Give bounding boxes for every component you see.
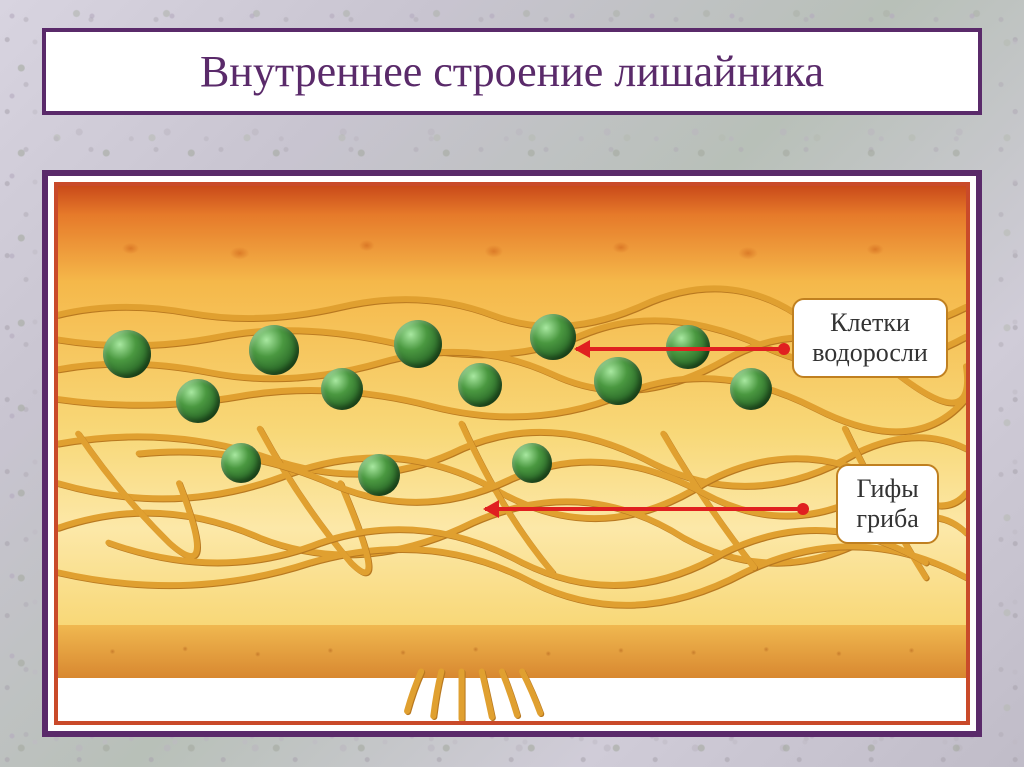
algae-cell <box>512 443 552 483</box>
diagram-frame: Клеткиводоросли Гифыгриба <box>42 170 982 737</box>
label-hyphae-line1: Гифы <box>856 474 918 504</box>
hyphae-svg <box>58 186 966 721</box>
algae-cell <box>394 320 442 368</box>
arrow-hyphae <box>485 507 803 511</box>
label-algae: Клеткиводоросли <box>792 298 948 378</box>
algae-cell <box>221 443 261 483</box>
algae-cell <box>176 379 220 423</box>
diagram-inner: Клеткиводоросли Гифыгриба <box>54 182 970 725</box>
algae-cell <box>594 357 642 405</box>
algae-cell <box>730 368 772 410</box>
algae-cell <box>458 363 502 407</box>
algae-cell <box>249 325 299 375</box>
algae-cell <box>358 454 400 496</box>
label-algae-line1: Клетки <box>812 308 928 338</box>
title-text: Внутреннее строение лишайника <box>70 46 954 97</box>
label-algae-line2: водоросли <box>812 338 928 368</box>
label-hyphae: Гифыгриба <box>836 464 938 544</box>
arrow-algae <box>576 347 785 351</box>
label-hyphae-line2: гриба <box>856 504 918 534</box>
title-box: Внутреннее строение лишайника <box>42 28 982 115</box>
algae-cell <box>321 368 363 410</box>
